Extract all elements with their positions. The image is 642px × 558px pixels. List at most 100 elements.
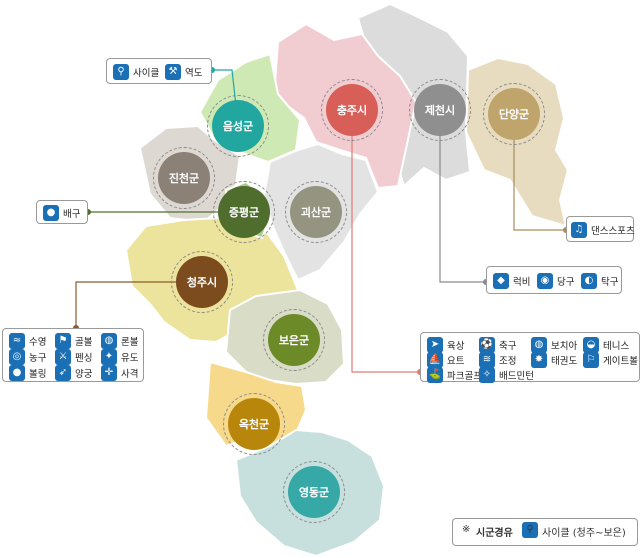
legend-item: ✦ 유도	[101, 348, 138, 366]
legend-item-label: 수영	[29, 337, 47, 348]
legend-item: ◐ 탁구	[581, 272, 618, 290]
legend-item: ♫ 댄스스포츠	[571, 221, 635, 239]
rowing-icon: ≋	[479, 352, 495, 368]
legend-item: ⛳ 파크골프	[427, 366, 482, 384]
legend-item-label: 배구	[63, 209, 81, 220]
cycling-icon: ⚲	[113, 64, 129, 80]
legend-item: ● 배구	[43, 204, 80, 222]
boccia-icon: ◍	[101, 333, 117, 349]
judo-icon: ✦	[101, 349, 117, 365]
note-symbol: ※	[462, 524, 471, 535]
badge-eumseong: 음성군	[207, 95, 269, 157]
badminton-icon: ✧	[479, 367, 495, 383]
region-label-eumseong: 음성군	[222, 120, 254, 133]
region-label-jecheon: 제천시	[424, 104, 456, 117]
athletics-icon: ➤	[427, 337, 443, 353]
taekwondo-icon: ✸	[531, 352, 547, 368]
legend-item-label: 골볼	[75, 337, 93, 348]
legend-item-label: 당구	[557, 277, 575, 288]
fencing-icon: ⚔	[55, 349, 71, 365]
region-label-okcheon: 옥천군	[238, 418, 270, 431]
legend-item-label: 테니스	[603, 341, 630, 352]
legend-jeungpyeong: ● 배구	[36, 200, 88, 224]
legend-jecheon: ◆ 럭비 ◉ 당구 ◐ 탁구	[486, 266, 622, 294]
legend-item: ➤ 육상	[427, 336, 464, 354]
legend-item-label: 농구	[29, 353, 47, 364]
region-label-jeungpyeong: 증평군	[228, 206, 260, 219]
badge-chungju: 충주시	[321, 79, 383, 141]
legend-item-label: 육상	[447, 341, 465, 352]
leader-line-chungju	[351, 136, 420, 373]
legend-chungju: ➤ 육상 ⚽ 축구 ◍ 보치아 ◒ 테니스 ⛵ 요트 ≋ 조정 ✸ 태권도 ⚐ 게이트볼 ⛳ 파크골프 ✧ 배드민턴	[420, 332, 640, 384]
basketball-icon: ◎	[9, 349, 25, 365]
badge-jeungpyeong: 증평군	[213, 181, 275, 243]
leader-line-cheongju	[75, 281, 200, 328]
legend-item: ⚑ 골볼	[55, 332, 92, 350]
badge-goesan: 괴산군	[285, 181, 347, 243]
bowling-icon: ●	[9, 365, 25, 381]
legend-cheongju: ≈ 수영 ⚑ 골볼 ◍ 론볼 ◎ 농구 ⚔ 펜싱 ✦ 유도 ● 볼링 ➶ 양궁 ✛ 사격	[2, 328, 144, 382]
volleyball-icon: ●	[43, 205, 59, 221]
legend-danyang: ♫ 댄스스포츠	[566, 216, 635, 242]
legend-item: ✧ 배드민턴	[479, 366, 534, 384]
legend-item: ⚽ 축구	[479, 336, 516, 354]
boccia-icon: ◍	[531, 337, 547, 353]
legend-eumseong: ⚲ 사이클 ⚒ 역도	[106, 58, 212, 84]
legend-item-label: 볼링	[29, 369, 47, 380]
region-label-jincheon: 진천군	[168, 172, 200, 185]
note-text: 사이클 (청주~보은)	[542, 528, 626, 539]
leader-line-jecheon	[439, 134, 486, 283]
note-title: 시군경유	[476, 528, 513, 539]
legend-item: ● 볼링	[9, 364, 46, 382]
legend-item: ≈ 수영	[9, 332, 46, 350]
archery-icon: ➶	[55, 365, 71, 381]
legend-item-label: 게이트볼	[603, 356, 638, 367]
legend-item: ◒ 테니스	[583, 336, 629, 354]
swimming-icon: ≈	[9, 333, 25, 349]
dancesport-icon: ♫	[571, 222, 587, 238]
gateball-icon: ⚐	[583, 352, 599, 368]
region-label-danyang: 단양군	[498, 108, 530, 121]
legend-item: ≋ 조정	[479, 351, 516, 369]
football-icon: ⚽	[479, 337, 495, 353]
legend-item-label: 축구	[499, 341, 517, 352]
legend-item-label: 유도	[121, 353, 139, 364]
legend-item-label: 펜싱	[75, 353, 93, 364]
table-tennis-icon: ◐	[581, 273, 597, 289]
legend-item-label: 배드민턴	[499, 371, 534, 382]
leader-line-danyang	[513, 134, 566, 231]
shooting-icon: ✛	[101, 365, 117, 381]
badge-okcheon: 옥천군	[223, 393, 285, 455]
tennis-icon: ◒	[583, 337, 599, 353]
billiards-icon: ◉	[537, 273, 553, 289]
legend-item-label: 양궁	[75, 369, 93, 380]
legend-item: ⚲ 사이클	[113, 63, 159, 81]
legend-note	[452, 518, 638, 546]
rugby-icon: ◆	[493, 273, 509, 289]
legend-item-label: 사이클	[133, 68, 160, 79]
legend-item: ◉ 당구	[537, 272, 574, 290]
legend-item-label: 보치아	[551, 341, 578, 352]
badge-danyang: 단양군	[483, 83, 545, 145]
legend-item: ◍ 론볼	[101, 332, 138, 350]
legend-item: ✛ 사격	[101, 364, 138, 382]
region-label-cheongju: 청주시	[186, 276, 218, 289]
legend-item-label: 조정	[499, 356, 517, 367]
badge-yeongdong: 영동군	[283, 461, 345, 523]
legend-item: ⚐ 게이트볼	[583, 351, 638, 369]
legend-item: ◆ 럭비	[493, 272, 530, 290]
parkgolf-icon: ⛳	[427, 367, 443, 383]
legend-item: ⚔ 펜싱	[55, 348, 92, 366]
golf-icon: ⚑	[55, 333, 71, 349]
legend-item: ✸ 태권도	[531, 351, 577, 369]
legend-item-label: 요트	[447, 356, 465, 367]
legend-item-label: 탁구	[601, 277, 619, 288]
region-label-chungju: 충주시	[336, 104, 368, 117]
legend-item-label: 파크골프	[447, 371, 482, 382]
weightlifting-icon: ⚒	[165, 64, 181, 80]
legend-item: ➶ 양궁	[55, 364, 92, 382]
legend-item-label: 태권도	[551, 356, 578, 367]
region-label-yeongdong: 영동군	[298, 486, 330, 499]
legend-item: ⛵ 요트	[427, 351, 464, 369]
badge-cheongju: 청주시	[171, 251, 233, 313]
